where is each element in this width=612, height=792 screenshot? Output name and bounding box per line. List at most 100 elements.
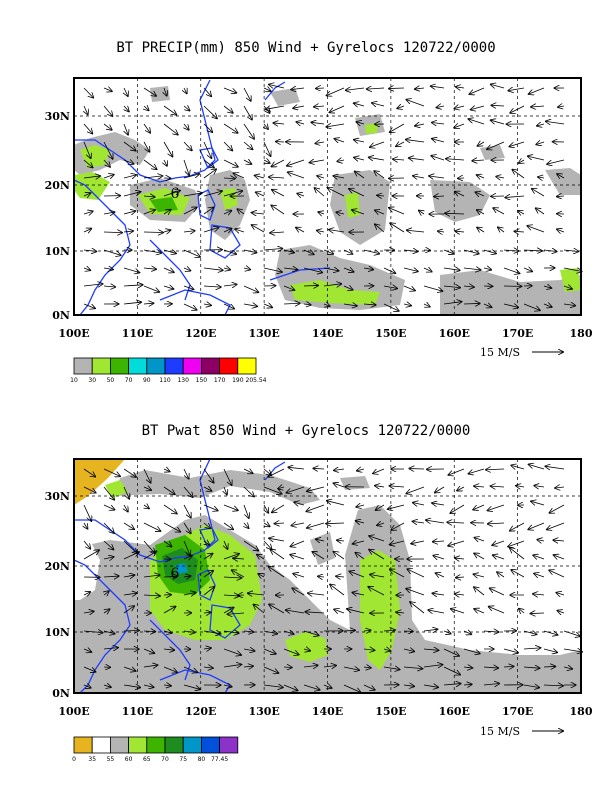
wind-vector	[123, 192, 140, 197]
wind-vector	[224, 540, 227, 549]
wind-vector	[316, 88, 325, 89]
wind-vector	[491, 120, 505, 124]
wind-vector	[257, 555, 265, 559]
wind-vector	[337, 540, 345, 541]
wind-vector	[124, 123, 128, 135]
wind-vector	[343, 250, 352, 254]
wind-vector	[503, 250, 518, 251]
wind-vector	[428, 610, 445, 613]
wind-vector	[269, 567, 285, 578]
colorbar-label: 10	[70, 377, 78, 384]
wind-vector	[496, 176, 505, 178]
wind-vector	[254, 605, 265, 614]
wind-vector	[406, 486, 425, 493]
wind-vector	[343, 304, 357, 306]
wind-vector	[123, 606, 134, 614]
wind-vector	[318, 576, 325, 577]
wind-vector	[374, 171, 385, 179]
wind-vector	[144, 106, 149, 110]
wind-vector	[269, 604, 285, 614]
wind-vector	[305, 612, 325, 613]
panel2-map: 6 30N 20N 10N 0N 100E 110E 120E 130E 140E 150E 160…	[45, 458, 593, 763]
wind-vector	[124, 87, 128, 96]
wind-vector	[343, 684, 361, 692]
latitude-label: 30N	[45, 110, 70, 123]
wind-vector	[163, 576, 177, 577]
wind-vector	[456, 577, 465, 578]
wind-vector	[223, 159, 238, 167]
wind-vector	[388, 504, 405, 509]
wind-vector	[363, 630, 370, 631]
wind-vector	[523, 303, 540, 310]
wind-vector	[83, 468, 95, 477]
wind-vector	[291, 540, 305, 546]
wind-vector	[203, 631, 221, 634]
wind-vector	[263, 648, 276, 654]
colorbar-label: 30	[88, 377, 96, 384]
wind-vector	[224, 486, 227, 495]
wind-vector	[563, 250, 578, 251]
wind-vector	[523, 667, 539, 668]
wind-vector	[310, 160, 325, 163]
wind-vector	[510, 548, 525, 560]
wind-vector	[454, 124, 465, 128]
colorbar-label: 50	[107, 377, 115, 384]
wind-vector	[529, 87, 545, 94]
wind-vector	[203, 159, 214, 168]
wind-vector	[203, 587, 214, 596]
wind-vector	[357, 469, 365, 471]
wind-vector	[203, 228, 218, 233]
wind-vector	[183, 207, 197, 215]
wind-vector	[390, 569, 405, 578]
wind-vector	[508, 540, 525, 547]
wind-vector	[183, 684, 200, 689]
wind-vector	[343, 268, 354, 272]
panel1-reference-vector: 15 M/S	[480, 346, 563, 359]
wind-vector	[263, 248, 282, 250]
longitude-label: 160E	[439, 327, 470, 340]
wind-vector	[123, 486, 129, 499]
wind-vector	[435, 486, 445, 493]
wind-vector	[318, 212, 325, 214]
wind-vector	[263, 141, 271, 156]
wind-vector	[123, 593, 137, 595]
wind-vector	[423, 665, 442, 667]
wind-vector	[343, 630, 355, 631]
wind-vector	[83, 211, 93, 214]
wind-vector	[243, 469, 253, 473]
wind-vector	[258, 574, 265, 577]
wind-vector	[543, 685, 563, 686]
wind-vector	[330, 585, 345, 596]
wind-vector	[554, 555, 565, 559]
wind-vector	[183, 193, 202, 196]
wind-vector	[203, 141, 211, 158]
wind-vector	[483, 268, 491, 270]
wind-vector	[103, 522, 114, 533]
wind-vector	[531, 106, 545, 107]
wind-vector	[483, 631, 498, 632]
wind-vector	[163, 540, 171, 547]
wind-vector	[203, 504, 218, 510]
panel1-axis-labels: 30N 20N 10N 0N 100E 110E 120E 130E 140E 150E 160E 1…	[45, 110, 593, 340]
wind-vector	[477, 210, 485, 214]
wind-vector	[413, 176, 425, 178]
wind-vector	[389, 208, 405, 215]
wind-vector	[403, 285, 415, 291]
wind-vector	[443, 302, 461, 304]
wind-vector	[163, 607, 175, 614]
panel1-gyre-symbol: 6	[171, 186, 180, 202]
wind-vector	[531, 501, 545, 505]
wind-vector	[553, 540, 565, 541]
wind-vector	[243, 631, 253, 632]
wind-vector	[143, 487, 151, 490]
wind-vector	[83, 229, 91, 232]
wind-vector	[463, 667, 472, 668]
colorbar-swatch	[219, 736, 239, 754]
wind-vector	[290, 555, 305, 560]
wind-vector	[223, 664, 241, 667]
wind-vector	[433, 541, 445, 542]
wind-vector	[512, 170, 525, 179]
colorbar-label: 130	[177, 377, 189, 384]
wind-vector	[533, 555, 545, 559]
wind-vector	[543, 304, 552, 307]
